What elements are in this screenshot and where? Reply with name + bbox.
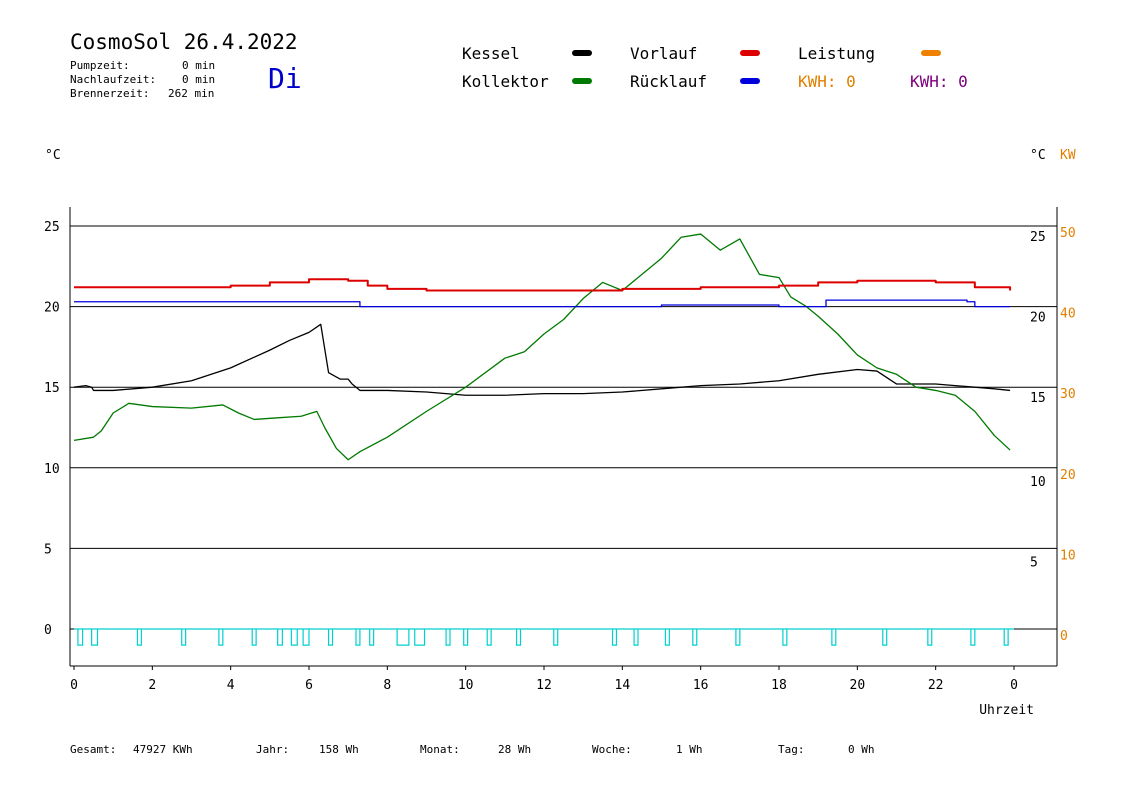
legend-kwh-orange: KWH: 0 — [798, 72, 856, 91]
footer-monat-value: 28 Wh — [498, 743, 532, 756]
series-kessel-line — [73, 323, 1011, 396]
x-tick-label-2: 4 — [227, 678, 235, 693]
pumpe-pulse-7 — [290, 629, 298, 646]
x-tick-label-3: 6 — [305, 678, 313, 693]
pumpe-pulse-3 — [181, 629, 187, 646]
x-tick-label-12: 0 — [1010, 678, 1018, 693]
pumpe-pulse-10 — [355, 629, 361, 646]
footer-gesamt-label: Gesamt: — [70, 743, 117, 756]
legend-vorlauf-label: Vorlauf — [630, 44, 698, 63]
legend-kollektor-swatch — [572, 78, 592, 84]
y-tick-right-kw-30: 30 — [1060, 387, 1076, 402]
pumpe-pulse-21 — [664, 629, 670, 646]
footer-monat-label: Monat: — [420, 743, 460, 756]
legend-ruecklauf-label: Rücklauf — [630, 72, 708, 91]
pumpe-pulse-17 — [515, 629, 522, 646]
pumpe-pulse-1 — [91, 629, 99, 646]
right-axis-unit-c: °C — [1030, 148, 1046, 163]
pumpe-pulse-0 — [77, 629, 84, 646]
y-tick-right-c-5: 5 — [1030, 555, 1038, 570]
pumpe-pulse-22 — [692, 629, 698, 646]
pumpe-pulse-24 — [782, 629, 788, 646]
pumpe-pulse-29 — [1003, 629, 1009, 646]
pumpzeit-value: 0 min — [182, 59, 216, 72]
legend-kessel-label: Kessel — [462, 44, 520, 63]
right-axis-unit-kw: KW — [1060, 148, 1076, 163]
y-tick-left-5: 5 — [44, 542, 52, 557]
x-tick-label-5: 10 — [458, 678, 474, 693]
legend-kwh-purple: KWH: 0 — [910, 72, 968, 91]
weekday-label: Di — [268, 62, 302, 95]
pumpe-pulse-15 — [463, 629, 469, 646]
legend-leistung-swatch — [921, 50, 941, 56]
pumpe-pulse-27 — [927, 629, 933, 646]
nachlaufzeit-label: Nachlaufzeit: — [70, 73, 157, 86]
x-tick-label-1: 2 — [148, 678, 156, 693]
legend-kessel-swatch — [572, 50, 592, 56]
brennerzeit-label: Brennerzeit: — [70, 87, 150, 100]
footer-tag-value: 0 Wh — [848, 743, 875, 756]
x-tick-label-8: 16 — [693, 678, 709, 693]
pumpe-pulse-25 — [831, 629, 837, 646]
pumpe-pulse-6 — [277, 629, 283, 646]
nachlaufzeit-value: 0 min — [182, 73, 216, 86]
pumpe-pulse-20 — [633, 629, 639, 646]
brennerzeit-value: 262 min — [168, 87, 215, 100]
x-tick-label-9: 18 — [771, 678, 787, 693]
x-tick-label-6: 12 — [536, 678, 552, 693]
y-tick-left-10: 10 — [44, 462, 60, 477]
series-ruecklauf-line — [74, 299, 1011, 308]
pumpe-pulse-8 — [302, 629, 310, 646]
y-tick-right-c-20: 20 — [1030, 311, 1046, 326]
pumpe-pulse-16 — [486, 629, 492, 646]
footer-woche-label: Woche: — [592, 743, 632, 756]
left-axis-unit: °C — [45, 148, 61, 163]
legend-leistung-label: Leistung — [798, 44, 876, 63]
y-tick-right-kw-40: 40 — [1060, 307, 1076, 322]
y-tick-right-kw-0: 0 — [1060, 629, 1068, 644]
footer-jahr-label: Jahr: — [256, 743, 290, 756]
pumpzeit-label: Pumpzeit: — [70, 59, 130, 72]
footer-gesamt-value: 47927 KWh — [133, 743, 193, 756]
y-tick-right-c-10: 10 — [1030, 475, 1046, 490]
y-tick-right-kw-50: 50 — [1060, 226, 1076, 241]
pumpe-pulse-26 — [882, 629, 888, 646]
pumpe-pulse-5 — [251, 629, 257, 646]
y-tick-right-c-25: 25 — [1030, 230, 1046, 245]
legend-vorlauf-swatch — [740, 50, 760, 56]
footer-jahr-value: 158 Wh — [319, 743, 359, 756]
pumpe-pulse-4 — [218, 629, 224, 646]
x-tick-label-7: 14 — [615, 678, 631, 693]
y-tick-left-15: 15 — [44, 381, 60, 396]
pumpe-pulse-19 — [611, 629, 618, 646]
x-tick-label-11: 22 — [928, 678, 944, 693]
pumpe-pulse-11 — [369, 629, 375, 646]
footer-woche-value: 1 Wh — [676, 743, 703, 756]
x-tick-label-4: 8 — [383, 678, 391, 693]
series-kollektor-line — [73, 233, 1011, 461]
pumpe-pulse-28 — [970, 629, 976, 646]
legend-ruecklauf-swatch — [740, 78, 760, 84]
y-tick-right-c-15: 15 — [1030, 391, 1046, 406]
x-axis-label: Uhrzeit — [979, 703, 1034, 718]
pumpe-pulse-9 — [327, 629, 334, 646]
footer-tag-label: Tag: — [778, 743, 805, 756]
y-tick-right-kw-10: 10 — [1060, 548, 1076, 563]
pumpe-pulse-23 — [735, 629, 741, 646]
y-tick-left-0: 0 — [44, 623, 52, 638]
x-tick-label-0: 0 — [70, 678, 78, 693]
pumpe-pulse-12 — [396, 629, 410, 646]
y-tick-left-20: 20 — [44, 301, 60, 316]
pumpe-pulse-14 — [445, 629, 451, 646]
x-tick-label-10: 20 — [850, 678, 866, 693]
series-vorlauf-line — [74, 278, 1012, 292]
y-tick-right-kw-20: 20 — [1060, 468, 1076, 483]
chart-title: CosmoSol 26.4.2022 — [70, 30, 298, 54]
y-tick-left-25: 25 — [44, 220, 60, 235]
legend-kollektor-label: Kollektor — [462, 72, 549, 91]
pumpe-pulse-2 — [136, 629, 142, 646]
pumpe-pulse-13 — [414, 629, 426, 646]
pumpe-pulse-18 — [553, 629, 559, 646]
